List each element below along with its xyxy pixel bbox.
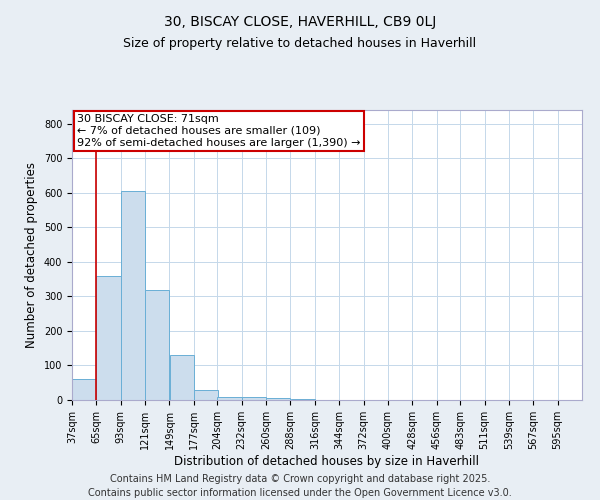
- Bar: [121, 191, 145, 400]
- Bar: [194, 390, 218, 400]
- X-axis label: Distribution of detached houses by size in Haverhill: Distribution of detached houses by size …: [175, 454, 479, 468]
- Bar: [242, 397, 266, 400]
- Bar: [170, 355, 194, 400]
- Bar: [266, 398, 290, 400]
- Text: Contains HM Land Registry data © Crown copyright and database right 2025.
Contai: Contains HM Land Registry data © Crown c…: [88, 474, 512, 498]
- Text: Size of property relative to detached houses in Haverhill: Size of property relative to detached ho…: [124, 38, 476, 51]
- Bar: [72, 378, 96, 400]
- Bar: [217, 396, 242, 400]
- Text: 30 BISCAY CLOSE: 71sqm
← 7% of detached houses are smaller (109)
92% of semi-det: 30 BISCAY CLOSE: 71sqm ← 7% of detached …: [77, 114, 361, 148]
- Bar: [145, 290, 169, 400]
- Bar: [97, 276, 121, 400]
- Y-axis label: Number of detached properties: Number of detached properties: [25, 162, 38, 348]
- Text: 30, BISCAY CLOSE, HAVERHILL, CB9 0LJ: 30, BISCAY CLOSE, HAVERHILL, CB9 0LJ: [164, 15, 436, 29]
